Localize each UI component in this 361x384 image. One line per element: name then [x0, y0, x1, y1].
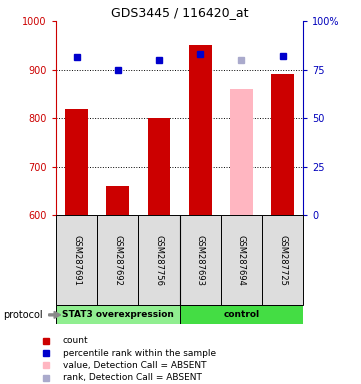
Text: GSM287694: GSM287694 [237, 235, 246, 286]
Text: count: count [63, 336, 88, 345]
Text: GSM287725: GSM287725 [278, 235, 287, 286]
Bar [106, 186, 129, 215]
Text: percentile rank within the sample: percentile rank within the sample [63, 349, 216, 358]
Bar [138, 215, 180, 305]
Text: rank, Detection Call = ABSENT: rank, Detection Call = ABSENT [63, 373, 202, 382]
Bar [221, 215, 262, 305]
Bar [262, 215, 303, 305]
Bar [189, 45, 212, 215]
Title: GDS3445 / 116420_at: GDS3445 / 116420_at [111, 5, 248, 18]
Text: protocol: protocol [4, 310, 43, 320]
Text: control: control [223, 310, 260, 319]
Text: GSM287756: GSM287756 [155, 235, 164, 286]
Bar [271, 74, 294, 215]
Text: GSM287692: GSM287692 [113, 235, 122, 286]
Text: GSM287693: GSM287693 [196, 235, 205, 286]
Text: STAT3 overexpression: STAT3 overexpression [62, 310, 174, 319]
Bar [148, 118, 170, 215]
Text: GSM287691: GSM287691 [72, 235, 81, 286]
Bar [65, 109, 88, 215]
Bar [56, 215, 97, 305]
Bar [97, 215, 138, 305]
Text: value, Detection Call = ABSENT: value, Detection Call = ABSENT [63, 361, 206, 370]
Bar [180, 305, 303, 324]
Bar [56, 305, 180, 324]
Bar [230, 89, 253, 215]
Bar [180, 215, 221, 305]
